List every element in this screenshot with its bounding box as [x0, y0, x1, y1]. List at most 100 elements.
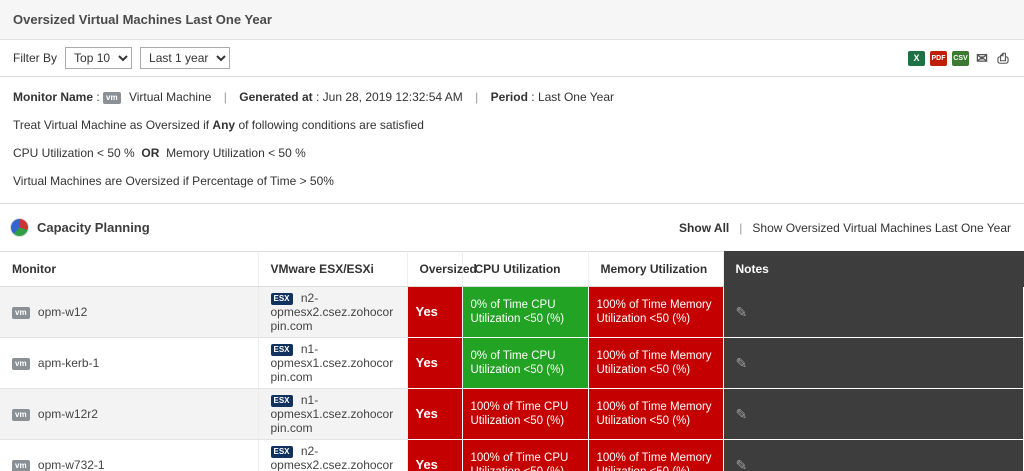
show-all-link[interactable]: Show All	[679, 220, 730, 235]
capacity-planning-icon	[10, 218, 29, 237]
page-title: Oversized Virtual Machines Last One Year	[13, 12, 272, 27]
export-csv-icon[interactable]: CSV	[952, 50, 969, 66]
monitor-name[interactable]: opm-w12r2	[37, 407, 98, 421]
table-row: vm opm-w12r2 esx n1-opmesx1.csez.zohocor…	[0, 388, 1024, 440]
report-titlebar: Oversized Virtual Machines Last One Year	[0, 0, 1024, 40]
notes-cell: ✎	[722, 337, 1024, 389]
esx-icon: esx	[270, 292, 293, 305]
monitor-cell: vm opm-w12	[0, 286, 259, 338]
condition-time-line: Virtual Machines are Oversized if Percen…	[13, 174, 334, 188]
col-header-monitor: Monitor	[0, 251, 259, 287]
notes-cell: ✎	[722, 439, 1024, 471]
section-links: Show All | Show Oversized Virtual Machin…	[679, 221, 1011, 235]
top-n-select[interactable]: Top 10	[65, 47, 133, 69]
monitor-cell: vm opm-w732-1	[0, 439, 259, 471]
table-row: vm apm-kerb-1 esx n1-opmesx1.csez.zohoco…	[0, 337, 1024, 389]
esx-host-name[interactable]: n1-opmesx1.csez.zohocorpin.com	[270, 342, 394, 384]
esx-cell: esx n1-opmesx1.csez.zohocorpin.com	[258, 388, 408, 440]
monitor-name-value: Virtual Machine	[128, 90, 212, 104]
cpu-utilization-cell: 100% of Time CPU Utilization <50 (%)	[461, 388, 589, 440]
capacity-table-body: vm opm-w12 esx n2-opmesx2.csez.zohocorpi…	[0, 286, 1024, 471]
condition-intro-post: of following conditions are satisfied	[238, 118, 424, 132]
monitor-name[interactable]: apm-kerb-1	[37, 356, 100, 370]
export-pdf-icon[interactable]: PDF	[930, 50, 947, 66]
export-excel-icon[interactable]: X	[908, 50, 925, 66]
condition-intro-any: Any	[212, 118, 236, 132]
col-header-memory: Memory Utilization	[588, 251, 724, 287]
notes-cell: ✎	[722, 388, 1024, 440]
monitor-cell: vm apm-kerb-1	[0, 337, 259, 389]
colon: :	[315, 90, 320, 104]
section-title: Capacity Planning	[37, 220, 150, 235]
links-separator: |	[739, 220, 743, 235]
condition-intro-line: Treat Virtual Machine as Oversized if An…	[13, 117, 1011, 134]
colon: :	[531, 90, 535, 104]
print-icon[interactable]: ⎙	[997, 49, 1009, 66]
col-header-notes: Notes	[723, 251, 1024, 287]
monitor-name-label: Monitor Name	[13, 90, 94, 104]
esx-icon: esx	[270, 445, 293, 458]
period-select[interactable]: Last 1 year	[140, 47, 231, 69]
meta-separator: |	[223, 90, 227, 104]
monitor-name[interactable]: opm-w732-1	[37, 458, 105, 471]
email-icon[interactable]: ✉	[976, 49, 988, 66]
filter-bar: Filter By Top 10 Last 1 year X PDF CSV ✉…	[0, 40, 1024, 77]
edit-note-icon[interactable]: ✎	[735, 405, 748, 422]
colon: :	[96, 90, 100, 104]
vm-icon: vm	[12, 306, 30, 319]
capacity-planning-table: Monitor VMware ESX/ESXi Oversized CPU Ut…	[0, 251, 1024, 471]
memory-utilization-cell: 100% of Time Memory Utilization <50 (%)	[587, 286, 724, 338]
monitor-cell: vm opm-w12r2	[0, 388, 259, 440]
notes-cell: ✎	[722, 286, 1024, 338]
oversized-cell: Yes	[406, 337, 463, 389]
oversized-cell: Yes	[406, 388, 463, 440]
esx-host-name[interactable]: n1-opmesx1.csez.zohocorpin.com	[270, 393, 394, 435]
vm-icon: vm	[12, 459, 30, 471]
esx-cell: esx n2-opmesx2.csez.zohocorpin.com	[258, 286, 408, 338]
report-meta-block: Monitor Name : vm Virtual Machine | Gene…	[0, 77, 1024, 204]
esx-icon: esx	[270, 394, 293, 407]
meta-separator: |	[475, 90, 479, 104]
edit-note-icon[interactable]: ✎	[735, 354, 748, 371]
or-keyword: OR	[141, 146, 160, 160]
monitor-name[interactable]: opm-w12	[37, 305, 88, 319]
filter-by-label: Filter By	[13, 51, 58, 65]
period-value: Last One Year	[537, 90, 615, 104]
table-row: vm opm-w732-1 esx n2-opmesx2.csez.zohoco…	[0, 439, 1024, 471]
cpu-utilization-cell: 0% of Time CPU Utilization <50 (%)	[461, 286, 589, 338]
cpu-utilization-cell: 100% of Time CPU Utilization <50 (%)	[461, 439, 589, 471]
show-oversized-link[interactable]: Show Oversized Virtual Machines Last One…	[752, 220, 1011, 235]
esx-host-name[interactable]: n2-opmesx2.csez.zohocorpin.com	[270, 291, 394, 333]
vm-icon: vm	[103, 91, 121, 104]
meta-line: Monitor Name : vm Virtual Machine | Gene…	[13, 89, 1011, 106]
cpu-condition: CPU Utilization < 50 %	[13, 146, 135, 160]
memory-utilization-cell: 100% of Time Memory Utilization <50 (%)	[587, 388, 724, 440]
esx-cell: esx n2-opmesx2.csez.zohocorpin.com	[258, 439, 408, 471]
edit-note-icon[interactable]: ✎	[735, 456, 748, 471]
capacity-planning-header: Capacity Planning Show All | Show Oversi…	[0, 204, 1024, 251]
cpu-utilization-cell: 0% of Time CPU Utilization <50 (%)	[461, 337, 589, 389]
export-toolbar: X PDF CSV ✉ ⎙	[903, 49, 1011, 66]
memory-utilization-cell: 100% of Time Memory Utilization <50 (%)	[587, 337, 724, 389]
table-header-row: Monitor VMware ESX/ESXi Oversized CPU Ut…	[0, 251, 1024, 287]
table-row: vm opm-w12 esx n2-opmesx2.csez.zohocorpi…	[0, 286, 1024, 338]
edit-note-icon[interactable]: ✎	[735, 303, 748, 320]
vm-icon: vm	[12, 357, 30, 370]
condition-rule-line: CPU Utilization < 50 % OR Memory Utiliza…	[13, 145, 1011, 162]
memory-utilization-cell: 100% of Time Memory Utilization <50 (%)	[587, 439, 724, 471]
condition-intro-pre: Treat Virtual Machine as Oversized if	[13, 118, 210, 132]
esx-cell: esx n1-opmesx1.csez.zohocorpin.com	[258, 337, 408, 389]
generated-at-value: Jun 28, 2019 12:32:54 AM	[322, 90, 463, 104]
esx-icon: esx	[270, 343, 293, 356]
generated-at-label: Generated at	[239, 90, 313, 104]
oversized-cell: Yes	[406, 286, 463, 338]
period-label: Period	[490, 90, 528, 104]
col-header-esx: VMware ESX/ESXi	[258, 251, 408, 287]
col-header-oversized: Oversized	[407, 251, 477, 287]
oversized-cell: Yes	[406, 439, 463, 471]
vm-icon: vm	[12, 408, 30, 421]
esx-host-name[interactable]: n2-opmesx2.csez.zohocorpin.com	[270, 444, 394, 471]
memory-condition: Memory Utilization < 50 %	[166, 146, 306, 160]
col-header-cpu: CPU Utilization	[462, 251, 589, 287]
